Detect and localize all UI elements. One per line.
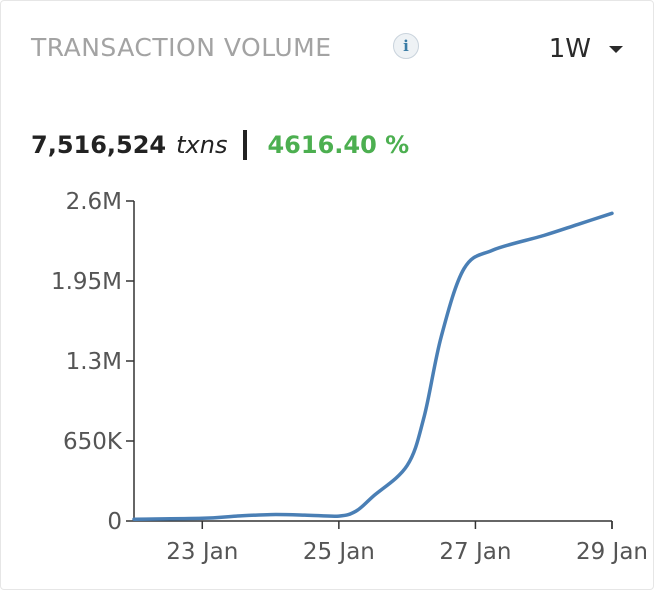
y-tick-label: 650K [63, 429, 123, 455]
y-tick-label: 1.3M [66, 349, 122, 375]
series-layer [132, 211, 614, 521]
time-range-value: 1W [548, 34, 591, 64]
card-title: TRANSACTION VOLUME [31, 33, 332, 62]
x-tick-label: 29 Jan [576, 539, 648, 565]
x-tick-label: 23 Jan [166, 539, 238, 565]
total-unit: txns [176, 131, 228, 159]
summary-row: 7,516,524 txns 4616.40 % [31, 127, 409, 163]
x-axis: 23 Jan 25 Jan 27 Jan 29 Jan [134, 520, 648, 565]
percent-change: 4616.40 % [267, 131, 410, 159]
x-tick-label: 27 Jan [439, 539, 511, 565]
x-tick-label: 25 Jan [303, 539, 375, 565]
chevron-down-icon [609, 45, 623, 53]
y-tick-label: 1.95M [51, 269, 122, 295]
info-icon[interactable]: i [393, 33, 419, 59]
y-tick-label: 2.6M [66, 189, 122, 215]
y-tick-label: 0 [107, 509, 122, 535]
card-header: TRANSACTION VOLUME i 1W [31, 31, 623, 67]
y-axis: 0 650K 1.3M 1.95M 2.6M [51, 189, 135, 535]
time-range-dropdown[interactable]: 1W [549, 31, 623, 67]
total-transactions: 7,516,524 [31, 131, 167, 159]
series-line [132, 211, 614, 521]
summary-divider [243, 130, 248, 160]
